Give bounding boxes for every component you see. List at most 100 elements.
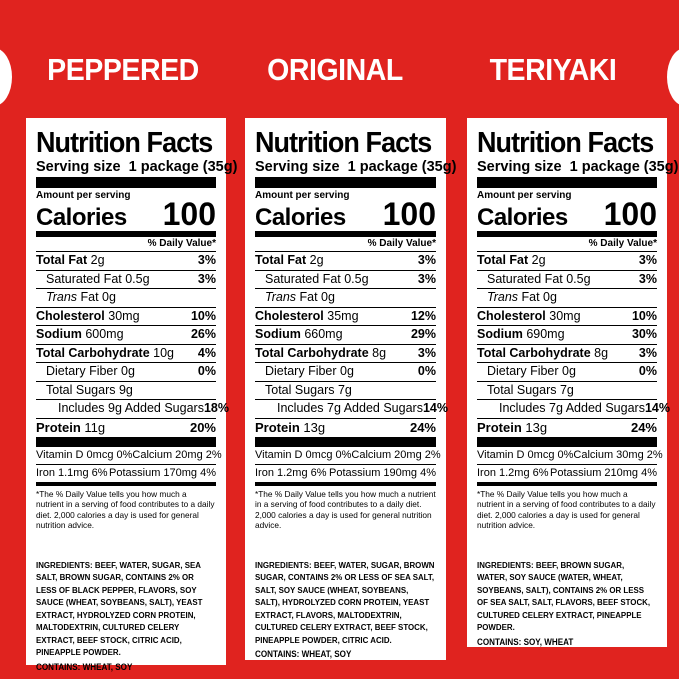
trans-fat-row: Trans Fat 0g <box>255 289 436 308</box>
nutrition-facts-title: Nutrition Facts <box>36 127 213 159</box>
trans-fat-a: Trans <box>46 290 78 304</box>
total-fat: Total Fat <box>36 253 88 267</box>
sugars: Total Sugars 7g <box>265 382 352 397</box>
fiber: Dietary Fiber 0g <box>487 364 576 378</box>
added-sugars-row: Includes 7g Added Sugars 14% <box>477 400 670 419</box>
calories-row: Calories 100 <box>255 196 436 237</box>
daily-value-footnote: *The % Daily Value tells you how much a … <box>36 488 215 531</box>
protein: Protein <box>477 419 522 435</box>
daily-value-header: % Daily Value* <box>477 237 657 252</box>
dietary-fiber-row: Dietary Fiber 0g 0% <box>477 363 657 382</box>
nutrition-panel-teriyaki: Nutrition Facts Serving size 1 package (3… <box>467 118 678 647</box>
carb-pct: 3% <box>638 345 657 360</box>
iron: Iron 1.2mg 6% <box>255 466 327 479</box>
cholesterol-amt: 30mg <box>108 308 140 323</box>
sodium-row: Sodium 690mg 30% <box>477 326 657 345</box>
calories-label: Calories <box>36 204 127 231</box>
sat-fat-pct: 3% <box>417 271 436 286</box>
serving-label: Serving size <box>477 159 562 175</box>
vitamin-calcium-row: Vitamin D 0mcg 0% Calcium 30mg 2% <box>477 447 663 465</box>
total-fat: Total Fat <box>477 253 529 267</box>
total-fat: Total Fat <box>255 253 307 267</box>
calories-value: 100 <box>603 196 657 232</box>
total-fat-amt: 2g <box>531 253 546 267</box>
total-fat-pct: 3% <box>197 253 216 267</box>
sodium-row: Sodium 660mg 29% <box>255 326 436 345</box>
serving-label: Serving size <box>255 159 340 175</box>
sat-fat: Saturated Fat 0.5g <box>487 271 591 286</box>
potassium: Potassium 190mg 4% <box>329 466 436 479</box>
flavor-title-original: ORIGINAL <box>267 52 403 87</box>
protein-row: Protein 13g 24% <box>255 419 436 447</box>
carb: Total Carbohydrate <box>477 345 591 360</box>
sodium: Sodium <box>255 327 301 341</box>
protein-pct: 20% <box>189 419 216 435</box>
carb-pct: 4% <box>197 345 216 360</box>
allergen-contains: CONTAINS: WHEAT, SOY <box>36 661 133 672</box>
calories-value: 100 <box>162 196 216 232</box>
cholesterol-row: Cholesterol 30mg 10% <box>477 308 657 326</box>
cholesterol-amt: 35mg <box>327 308 359 323</box>
sugars: Total Sugars 7g <box>487 382 574 397</box>
sat-fat: Saturated Fat 0.5g <box>46 271 150 286</box>
protein: Protein <box>255 419 300 435</box>
trans-fat-a: Trans <box>487 290 519 304</box>
protein-pct: 24% <box>630 419 657 435</box>
sodium-row: Sodium 600mg 26% <box>36 326 216 345</box>
total-sugars-row: Total Sugars 7g <box>477 382 657 400</box>
iron-potassium-row: Iron 1.2mg 6% Potassium 210mg 4% <box>477 465 657 486</box>
calories-row: Calories 100 <box>36 196 216 237</box>
carb: Total Carbohydrate <box>255 345 369 360</box>
added-sugars-pct: 14% <box>644 401 670 415</box>
fiber-pct: 0% <box>638 364 657 378</box>
sodium-pct: 26% <box>190 327 216 341</box>
trans-fat-b: Fat 0g <box>80 290 116 304</box>
dietary-fiber-row: Dietary Fiber 0g 0% <box>36 363 216 382</box>
vitamin-calcium-row: Vitamin D 0mcg 0% Calcium 20mg 2% <box>36 447 222 465</box>
potassium: Potassium 170mg 4% <box>109 466 216 479</box>
added-sugars-pct: 14% <box>422 401 448 415</box>
serving-size: Serving size 1 package (35g) <box>477 158 678 188</box>
calcium: Calcium 30mg 2% <box>573 448 663 461</box>
amount-per-serving: Amount per serving <box>255 190 350 201</box>
calcium: Calcium 20mg 2% <box>351 448 441 461</box>
nutrition-facts-title: Nutrition Facts <box>477 127 654 159</box>
cholesterol-pct: 10% <box>190 308 216 323</box>
carb-amt: 10g <box>153 345 175 360</box>
cholesterol: Cholesterol <box>477 308 546 323</box>
trans-fat-b: Fat 0g <box>521 290 557 304</box>
daily-value-footnote: *The % Daily Value tells you how much a … <box>477 488 656 531</box>
sodium-amt: 690mg <box>526 327 565 341</box>
protein: Protein <box>36 419 81 435</box>
sodium-pct: 29% <box>410 327 436 341</box>
carb-amt: 8g <box>372 345 387 360</box>
sodium-amt: 660mg <box>304 327 343 341</box>
flavor-title-peppered: PEPPERED <box>47 52 199 87</box>
calcium: Calcium 20mg 2% <box>132 448 222 461</box>
fiber-pct: 0% <box>417 364 436 378</box>
ingredients-list: INGREDIENTS: BEEF, WATER, SUGAR, SEA SAL… <box>36 559 203 658</box>
total-sugars-row: Total Sugars 7g <box>255 382 436 400</box>
daily-value-footnote: *The % Daily Value tells you how much a … <box>255 488 436 531</box>
calories-label: Calories <box>477 204 568 231</box>
cholesterol: Cholesterol <box>255 308 324 323</box>
cholesterol: Cholesterol <box>36 308 105 323</box>
saturated-fat-row: Saturated Fat 0.5g 3% <box>255 271 436 289</box>
nutrition-facts-title: Nutrition Facts <box>255 127 432 159</box>
cholesterol-pct: 10% <box>631 308 657 323</box>
protein-amt: 13g <box>525 419 548 435</box>
cholesterol-row: Cholesterol 35mg 12% <box>255 308 436 326</box>
total-carbohydrate-row: Total Carbohydrate 8g 3% <box>255 345 436 363</box>
total-fat-amt: 2g <box>309 253 324 267</box>
total-carbohydrate-row: Total Carbohydrate 10g 4% <box>36 345 216 363</box>
iron-potassium-row: Iron 1.2mg 6% Potassium 190mg 4% <box>255 465 436 486</box>
ingredients-list: INGREDIENTS: BEEF, BROWN SUGAR, WATER, S… <box>477 559 651 633</box>
total-sugars-row: Total Sugars 9g <box>36 382 216 400</box>
total-fat-row: Total Fat 2g 3% <box>477 252 657 271</box>
calories-value: 100 <box>382 196 436 232</box>
protein-amt: 11g <box>84 419 106 435</box>
added-sugars: Includes 7g Added Sugars <box>499 401 645 415</box>
calories-row: Calories 100 <box>477 196 657 237</box>
vitd: Vitamin D 0mcg 0% <box>477 448 574 461</box>
saturated-fat-row: Saturated Fat 0.5g 3% <box>36 271 216 289</box>
